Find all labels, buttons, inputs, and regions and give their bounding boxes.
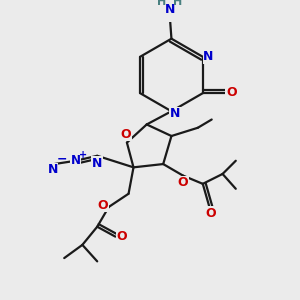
Text: N: N — [203, 50, 214, 63]
Text: H: H — [157, 0, 166, 8]
Text: O: O — [117, 230, 127, 243]
Text: H: H — [173, 0, 183, 8]
Text: −: − — [56, 153, 67, 166]
Text: N: N — [47, 164, 58, 176]
Text: O: O — [121, 128, 131, 141]
Text: N: N — [92, 157, 102, 169]
Text: O: O — [98, 199, 108, 212]
Text: O: O — [226, 86, 237, 99]
Text: +: + — [79, 150, 87, 160]
Text: O: O — [178, 176, 188, 189]
Text: N: N — [71, 154, 81, 167]
Text: O: O — [206, 207, 216, 220]
Text: N: N — [169, 107, 180, 120]
Text: N: N — [165, 3, 175, 16]
